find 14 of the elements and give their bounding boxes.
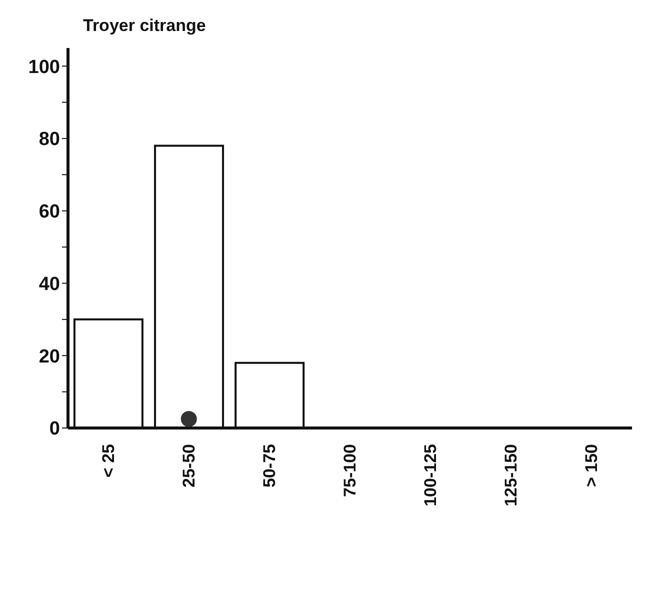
x-tick-label: 100-125 <box>421 444 440 506</box>
x-tick-label: < 25 <box>98 444 118 478</box>
y-tick-label: 40 <box>38 274 60 295</box>
x-tick-label: 75-100 <box>340 444 360 497</box>
chart-title: Troyer citrange <box>83 16 206 36</box>
x-tick-label: 25-50 <box>179 444 198 488</box>
x-tick-label: 50-75 <box>260 444 279 488</box>
y-tick-label: 100 <box>28 56 60 78</box>
y-tick-label: 60 <box>38 202 60 223</box>
x-tick-label: 125-150 <box>502 444 521 506</box>
x-tick-label: > 150 <box>582 444 602 488</box>
y-tick-label: 20 <box>38 346 60 368</box>
y-tick-label: 0 <box>49 418 60 440</box>
y-tick-label: 80 <box>38 129 60 150</box>
